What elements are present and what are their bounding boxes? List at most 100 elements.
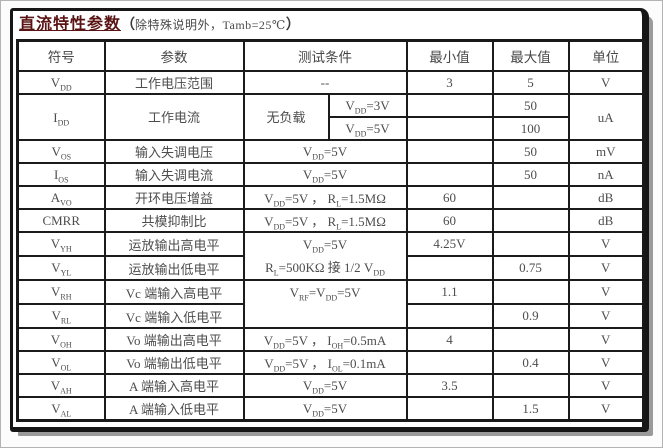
header-cell-max: 最大值 — [491, 39, 570, 72]
cell-max — [491, 231, 570, 257]
condition-text: 无负载 — [266, 109, 306, 125]
cell-param: A 端输入低电平 — [103, 396, 245, 422]
cell-min: 3.5 — [405, 373, 494, 398]
cell-condition: VDD=5V ， IOH=0.5mA — [242, 327, 408, 352]
cell-max — [491, 373, 570, 398]
cell-unit: V — [567, 255, 645, 281]
cell-param: Vc 端输入低电平 — [103, 303, 245, 329]
cell-max — [491, 327, 570, 352]
cell-unit: V — [567, 396, 645, 422]
header-cell-symbol: 符号 — [16, 39, 106, 72]
title-open-paren: （ — [121, 18, 136, 33]
table-row-cmrr: CMRR 共模抑制比 VDD=5V ， RL=1.5MΩ 60 dB — [16, 208, 645, 233]
header-cell-param: 参数 — [103, 39, 245, 72]
table-row-voh: VOH Vo 端输出高电平 VDD=5V ， IOH=0.5mA 4 V — [16, 327, 645, 352]
header-row: 符号 参数 测试条件 最小值 最大值 单位 — [16, 39, 645, 72]
cell-min — [405, 93, 494, 118]
cell-unit: dB — [567, 208, 645, 233]
cell-unit: V — [567, 327, 645, 352]
cell-max — [491, 279, 570, 305]
cell-unit: uA — [567, 93, 645, 141]
cell-condition: VDD=5V ， RL=1.5MΩ — [242, 185, 408, 210]
title-close-paren: ） — [285, 18, 300, 33]
cell-unit: dB — [567, 185, 645, 210]
cell-symbol: VRL — [16, 303, 106, 329]
cell-param: 工作电流 — [103, 93, 245, 141]
cell-condition: VDD=5V — [242, 396, 408, 422]
cell-symbol: IDD — [16, 93, 106, 141]
cell-param: 运放输出高电平 — [103, 231, 245, 257]
cell-max: 0.75 — [491, 255, 570, 281]
table-row-ios: IOS 输入失调电流 VDD=5V 50 nA — [16, 162, 645, 187]
cell-symbol: VAL — [16, 396, 106, 422]
condition-line1: VRF=VDD=5V — [289, 285, 361, 303]
table-row-vrl: VRL Vc 端输入低电平 0.9 V — [16, 303, 645, 329]
cell-max: 50 — [491, 93, 570, 118]
title-main: 直流特性参数 — [19, 16, 122, 33]
cell-max: 50 — [491, 162, 570, 187]
cell-condition: VDD=5V — [242, 373, 408, 398]
cell-unit: nA — [567, 162, 645, 187]
table-row-idd-3v: IDD 工作电流 无负载 VDD=3V 50 uA — [16, 93, 645, 141]
table-row-vah: VAH A 端输入高电平 VDD=5V 3.5 V — [16, 373, 645, 398]
cell-symbol: IOS — [16, 162, 106, 187]
cell-min — [405, 162, 494, 187]
condition-line2: RL=500KΩ 接 1/2 VDD — [265, 260, 385, 278]
cell-symbol: VOL — [16, 350, 106, 375]
condition-line2 — [247, 304, 404, 326]
cell-param: 运放输出低电平 — [103, 255, 245, 281]
cell-min: 60 — [405, 185, 494, 210]
header-cell-condition: 测试条件 — [242, 39, 408, 72]
cell-symbol: VYH — [16, 231, 106, 257]
cell-param: Vo 端输出低电平 — [103, 350, 245, 375]
cell-unit: V — [567, 70, 645, 95]
cell-max: 0.4 — [491, 350, 570, 375]
cell-symbol: VYL — [16, 255, 106, 281]
table-row-vrh: VRH Vc 端输入高电平 VRF=VDD=5V 1.1 V — [16, 279, 645, 329]
unit-text: uA — [597, 109, 614, 125]
param-text: 工作电流 — [147, 109, 200, 125]
cell-condition-merged: VRF=VDD=5V — [242, 279, 408, 329]
cell-symbol: AVO — [16, 185, 106, 210]
cell-param: 开环电压增益 — [103, 185, 245, 210]
cell-condition-sub: VDD=3V — [327, 93, 408, 118]
cell-max: 0.9 — [491, 303, 570, 329]
cell-min: 4.25V — [405, 231, 494, 257]
cell-unit: V — [567, 231, 645, 257]
table-row-idd-5v: VDD=5V 100 — [18, 116, 644, 141]
cell-condition: VDD=5V ， RL=1.5MΩ — [242, 208, 408, 233]
symbol-text: IDD — [53, 109, 70, 128]
cell-condition-sub: VDD=5V — [327, 116, 408, 141]
table-row-avo: AVO 开环电压增益 VDD=5V ， RL=1.5MΩ 60 dB — [16, 185, 645, 210]
cell-symbol: VOS — [16, 139, 106, 164]
cell-symbol: VOH — [16, 327, 106, 352]
table-row-vol: VOL Vo 端输出低电平 VDD=5V ， IOL=0.1mA 0.4 V — [16, 350, 645, 375]
cell-symbol: VDD — [16, 70, 106, 95]
cell-min — [405, 139, 494, 164]
table-row-vos: VOS 输入失调电压 VDD=5V 50 mV — [16, 139, 645, 164]
cell-max: 1.5 — [491, 396, 570, 422]
header-cell-min: 最小值 — [405, 39, 494, 72]
cell-condition-noload: 无负载 — [242, 93, 330, 141]
cell-min — [405, 116, 494, 141]
cell-symbol: CMRR — [16, 208, 106, 233]
cell-min — [405, 350, 494, 375]
cell-symbol: VAH — [16, 373, 106, 398]
cell-max — [491, 208, 570, 233]
cell-unit: V — [567, 279, 645, 305]
table-row-vyh: VYH 运放输出高电平 VDD=5V RL=500KΩ 接 1/2 VDD 4.… — [16, 231, 645, 281]
cell-param: 输入失调电压 — [103, 139, 245, 164]
cell-param: A 端输入高电平 — [103, 373, 245, 398]
dc-parameters-table: 符号 参数 测试条件 最小值 最大值 单位 VDD 工作电压范围 -- 3 5 … — [16, 39, 645, 422]
cell-unit: V — [567, 350, 645, 375]
cell-max — [491, 185, 570, 210]
cell-min — [405, 396, 494, 422]
cell-condition: -- — [242, 70, 408, 95]
cell-min: 3 — [405, 70, 494, 95]
cell-max: 100 — [491, 116, 570, 141]
table-row-vdd: VDD 工作电压范围 -- 3 5 V — [16, 70, 645, 95]
cell-param: 输入失调电流 — [103, 162, 245, 187]
cell-unit: mV — [567, 139, 645, 164]
cell-unit: V — [567, 373, 645, 398]
